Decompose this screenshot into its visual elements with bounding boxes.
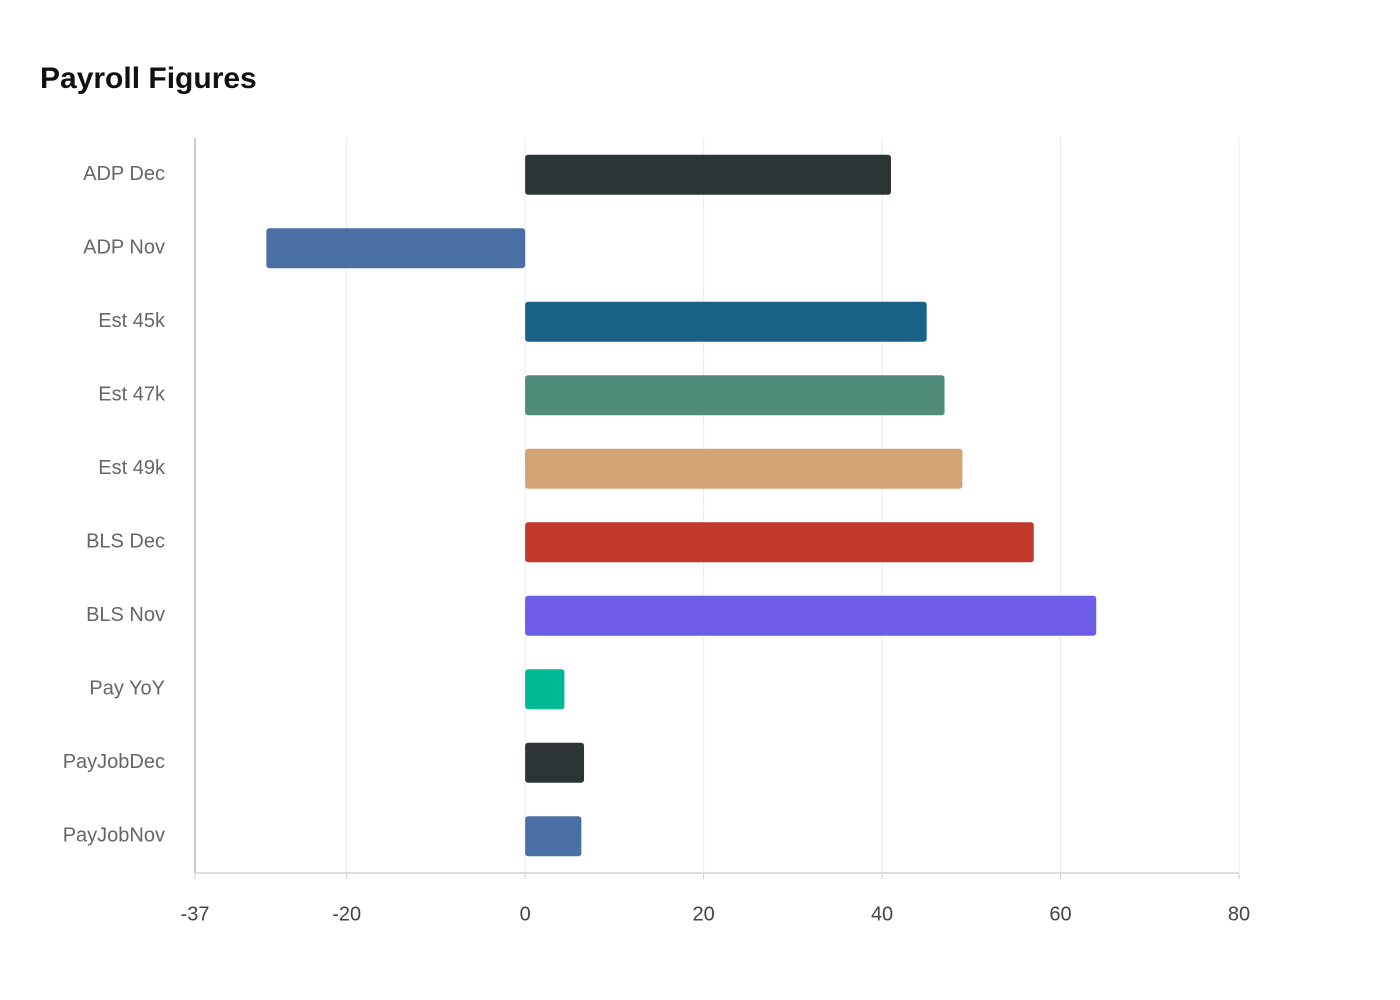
y-tick-label: Est 49k	[98, 457, 166, 479]
bar	[266, 228, 526, 269]
bar	[525, 154, 891, 195]
y-tick-label: PayJobNov	[63, 825, 165, 847]
x-tick-label: 80	[1228, 903, 1250, 925]
bar	[525, 522, 1034, 563]
x-tick-label: 60	[1049, 903, 1071, 925]
chart-title: Payroll Figures	[40, 62, 257, 95]
bar	[525, 669, 565, 710]
y-tick-label: PayJobDec	[63, 751, 165, 773]
y-tick-label: Est 47k	[98, 384, 166, 406]
bar	[525, 375, 945, 416]
x-tick-label: 0	[520, 903, 531, 925]
y-tick-label: BLS Dec	[86, 531, 165, 553]
x-tick-label: -20	[332, 903, 361, 925]
bar	[525, 448, 963, 489]
bar	[525, 742, 585, 783]
y-tick-label: ADP Dec	[83, 163, 165, 185]
bar	[525, 816, 582, 857]
x-tick-label: 40	[871, 903, 893, 925]
bar	[525, 595, 1097, 636]
x-tick-label: -37	[181, 903, 210, 925]
y-tick-label: Est 45k	[98, 310, 166, 332]
x-tick-label: 20	[692, 903, 714, 925]
bar	[525, 301, 927, 342]
y-tick-label: ADP Nov	[83, 237, 165, 259]
y-tick-label: Pay YoY	[89, 678, 165, 700]
y-tick-label: BLS Nov	[86, 604, 165, 626]
